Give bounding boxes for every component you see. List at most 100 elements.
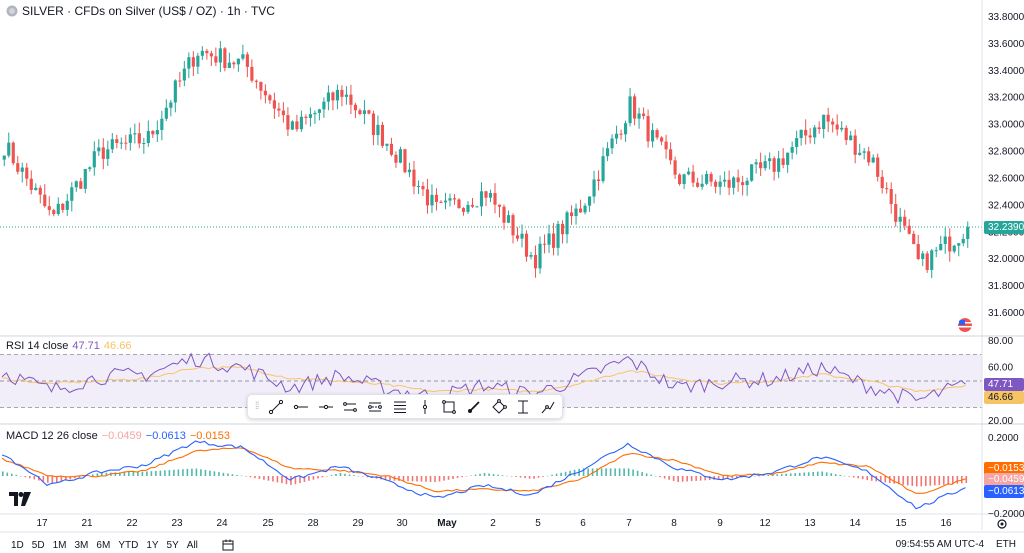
candle-body	[569, 212, 574, 217]
trend-line-icon[interactable]	[266, 396, 286, 417]
candle-body	[515, 235, 520, 239]
candle-body	[565, 212, 569, 235]
time-tick-label: 6	[580, 518, 586, 529]
time-tick-label: 17	[36, 518, 48, 529]
range-button-5d[interactable]: 5D	[31, 539, 45, 551]
macd-histogram-bar	[506, 475, 508, 477]
axis-settings-icon[interactable]	[996, 518, 1008, 530]
candle-body	[484, 191, 488, 198]
candle-body	[691, 171, 695, 183]
candle-body	[380, 124, 385, 146]
candle-body	[610, 138, 614, 149]
macd-histogram-bar	[906, 476, 909, 486]
macd-histogram-bar	[456, 476, 459, 479]
range-button-ytd[interactable]: YTD	[118, 539, 139, 551]
macd-histogram-bar	[416, 476, 418, 482]
range-button-5y[interactable]: 5Y	[166, 539, 179, 551]
candle-body	[164, 107, 168, 119]
brush-icon[interactable]	[464, 396, 484, 417]
date-range-icon[interactable]	[514, 396, 534, 417]
candle-body	[840, 127, 844, 130]
drawing-toolbar[interactable]: ⁞⁞	[247, 394, 563, 419]
macd-histogram-bar	[222, 472, 225, 476]
macd-histogram-bar	[60, 476, 63, 482]
rectangle-icon[interactable]	[439, 396, 459, 417]
price-tick-label: 32.6000	[988, 173, 1024, 184]
macd-histogram-bar	[213, 471, 216, 476]
macd-histogram-bar	[735, 476, 738, 478]
calendar-icon[interactable]	[222, 539, 234, 551]
candle-body	[655, 130, 659, 138]
candle-body	[110, 139, 114, 150]
price-tick-label: 33.2000	[988, 93, 1024, 104]
session-label[interactable]: ETH	[996, 539, 1016, 550]
macd-histogram-bar	[510, 476, 513, 477]
silver-icon	[6, 5, 18, 17]
candle-body	[56, 203, 60, 215]
time-tick-label: 13	[804, 518, 816, 529]
clock[interactable]: 09:54:55 AM UTC-4	[895, 539, 984, 550]
tradingview-logo-icon[interactable]	[9, 492, 31, 506]
path-icon[interactable]	[538, 396, 558, 417]
candle-body	[578, 208, 583, 213]
macd-signal-line	[1, 447, 966, 494]
vertical-line-icon[interactable]	[415, 396, 435, 417]
candle-body	[452, 198, 457, 200]
us-flag-icon[interactable]	[958, 318, 972, 332]
fib-retracement-icon[interactable]	[390, 396, 410, 417]
macd-histogram-bar	[695, 476, 697, 481]
macd-histogram-bar	[713, 476, 715, 480]
candle-body	[673, 160, 677, 175]
candle-body	[623, 123, 628, 135]
macd-histogram-bar	[870, 476, 873, 481]
macd-histogram-bar	[861, 476, 864, 480]
candle-body	[461, 208, 466, 212]
candle-body	[7, 142, 11, 156]
regression-channel-icon[interactable]	[365, 396, 385, 417]
macd-histogram-bar	[605, 468, 607, 476]
candle-body	[430, 194, 434, 206]
price-tick-label: 33.4000	[988, 66, 1024, 77]
range-button-1m[interactable]: 1M	[52, 539, 67, 551]
macd-histogram-bar	[830, 473, 833, 476]
macd-legend[interactable]: MACD 12 26 close −0.0459 −0.0613 −0.0153	[6, 430, 230, 442]
horizontal-line-icon[interactable]	[316, 396, 336, 417]
candle-body	[682, 174, 686, 185]
candle-body	[903, 216, 907, 226]
macd-histogram-bar	[420, 476, 423, 482]
macd-histogram-bar	[722, 476, 724, 480]
range-button-all[interactable]: All	[186, 539, 198, 551]
range-button-1d[interactable]: 1D	[11, 539, 24, 551]
symbol-header[interactable]: SILVER · CFDs on Silver (US$ / OZ) · 1h …	[6, 4, 275, 18]
horizontal-ray-icon[interactable]	[291, 396, 311, 417]
time-tick-label: 23	[171, 518, 183, 529]
candle-body	[20, 167, 24, 172]
candle-body	[416, 185, 421, 187]
candle-body	[11, 142, 15, 164]
time-tick-label: 16	[940, 518, 952, 529]
time-tick-label: 5	[535, 518, 541, 529]
drag-handle-icon[interactable]: ⁞⁞	[254, 401, 260, 412]
macd-histogram-bar	[915, 476, 918, 487]
rsi-legend[interactable]: RSI 14 close 47.71 46.66	[6, 340, 131, 352]
macd-histogram-bar	[312, 476, 315, 480]
time-tick-label: 14	[849, 518, 861, 529]
range-button-6m[interactable]: 6M	[96, 539, 111, 551]
rotated-rectangle-icon[interactable]	[489, 396, 509, 417]
candles	[2, 41, 970, 279]
range-button-1y[interactable]: 1Y	[146, 539, 159, 551]
candle-body	[398, 149, 403, 163]
candle-body	[272, 100, 276, 109]
candle-body	[421, 185, 425, 190]
macd-histogram-bar	[816, 471, 819, 476]
range-button-3m[interactable]: 3M	[74, 539, 89, 551]
macd-histogram-bar	[29, 476, 31, 479]
candle-body	[488, 193, 493, 198]
candle-body	[52, 210, 56, 215]
macd-histogram-bar	[866, 476, 869, 481]
parallel-channel-icon[interactable]	[341, 396, 361, 417]
candle-body	[178, 80, 182, 82]
candle-body	[236, 58, 240, 65]
